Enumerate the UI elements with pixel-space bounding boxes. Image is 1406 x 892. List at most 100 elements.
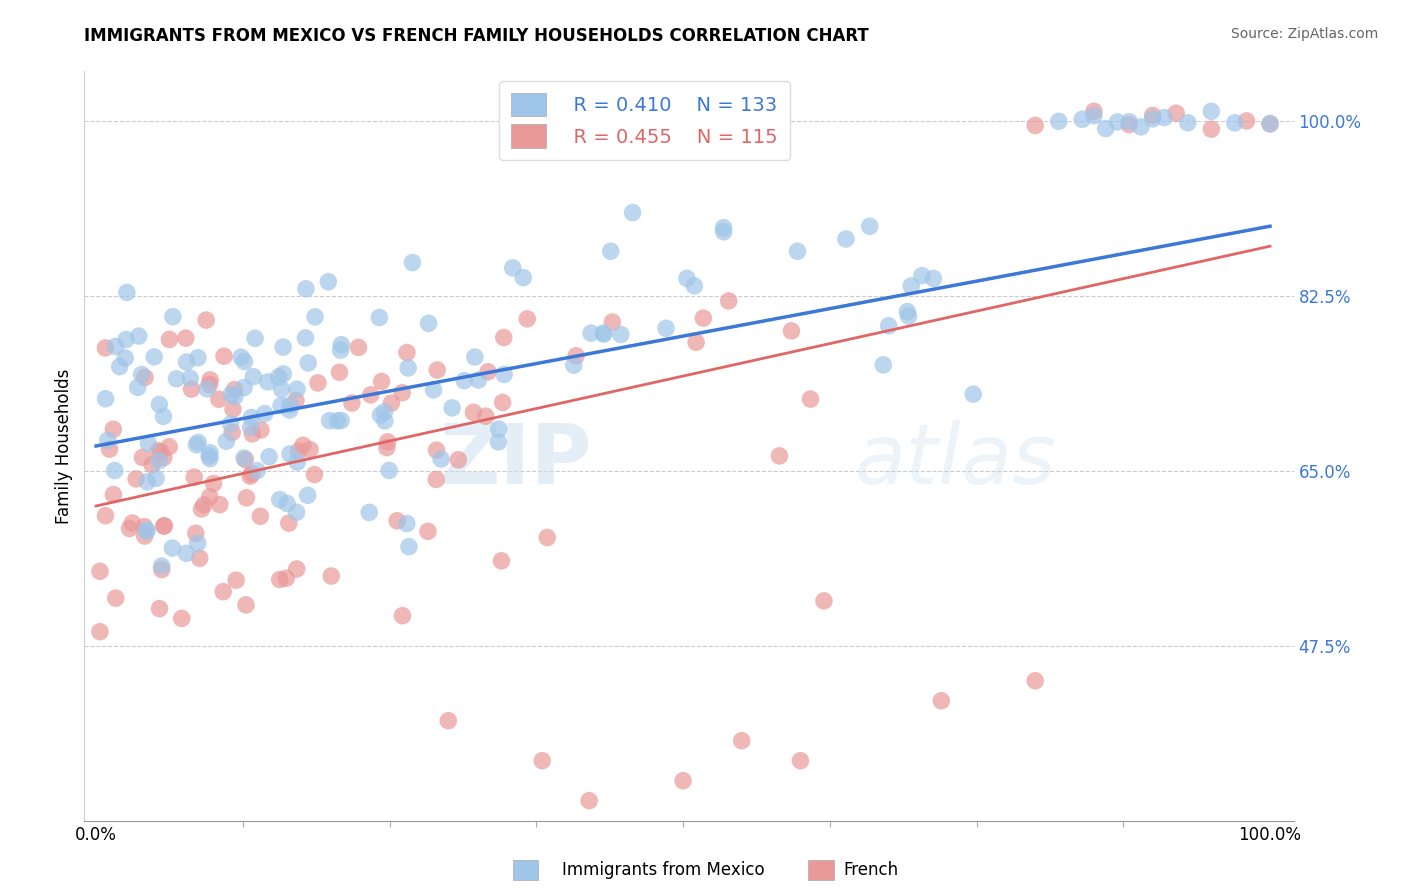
Point: [370, 375, 392, 389]
Point: [1223, 116, 1246, 130]
Point: [488, 422, 510, 436]
Point: [104, 591, 127, 606]
Point: [235, 491, 257, 505]
Point: [287, 444, 309, 458]
Point: [135, 524, 157, 538]
Point: [148, 397, 170, 411]
Point: [176, 546, 198, 560]
Point: [243, 331, 266, 345]
Point: [198, 377, 221, 392]
Point: [713, 220, 735, 235]
Point: [224, 383, 246, 397]
Point: [250, 423, 273, 437]
Y-axis label: Family Households: Family Households: [55, 368, 73, 524]
Point: [385, 514, 408, 528]
Point: [1094, 121, 1116, 136]
Point: [94, 508, 117, 523]
Point: [396, 360, 419, 375]
Point: [143, 350, 166, 364]
Point: [1153, 111, 1175, 125]
Point: [239, 420, 262, 434]
Point: [152, 519, 174, 533]
Point: [685, 335, 707, 350]
Point: [321, 569, 343, 583]
Point: [134, 529, 156, 543]
Point: [494, 368, 516, 382]
Point: [1083, 109, 1105, 123]
Point: [398, 540, 420, 554]
Point: [295, 282, 318, 296]
Point: [340, 396, 363, 410]
Point: [1024, 673, 1046, 688]
Point: [187, 435, 209, 450]
Point: [276, 496, 298, 510]
Point: [134, 370, 156, 384]
Point: [284, 393, 307, 408]
Point: [536, 531, 558, 545]
Point: [148, 601, 170, 615]
Point: [422, 383, 444, 397]
Point: [235, 452, 257, 467]
Point: [269, 573, 291, 587]
Point: [299, 442, 322, 457]
Point: [464, 350, 486, 364]
Point: [328, 365, 350, 379]
Point: [502, 260, 524, 275]
Point: [453, 374, 475, 388]
Point: [125, 472, 148, 486]
Point: [285, 455, 308, 469]
Point: [877, 318, 900, 333]
Point: [789, 754, 811, 768]
Point: [239, 469, 262, 483]
Point: [488, 434, 510, 449]
Point: [179, 371, 201, 385]
Point: [285, 382, 308, 396]
Point: [672, 773, 695, 788]
Point: [294, 331, 316, 345]
Point: [962, 387, 984, 401]
Point: [148, 453, 170, 467]
Point: [1258, 117, 1281, 131]
Point: [416, 524, 439, 539]
Point: [138, 436, 160, 450]
Point: [347, 340, 370, 354]
Point: [330, 337, 353, 351]
Point: [150, 562, 173, 576]
Point: [375, 441, 398, 455]
Point: [198, 451, 221, 466]
Text: Immigrants from Mexico: Immigrants from Mexico: [562, 861, 765, 879]
Point: [174, 331, 197, 345]
Point: [492, 330, 515, 344]
Point: [378, 463, 401, 477]
Point: [359, 505, 381, 519]
Point: [1107, 115, 1129, 129]
Point: [188, 551, 211, 566]
Point: [463, 405, 485, 419]
Point: [780, 324, 803, 338]
Point: [1047, 114, 1070, 128]
Point: [198, 490, 221, 504]
Point: [253, 407, 276, 421]
Point: [219, 387, 242, 401]
Point: [374, 414, 396, 428]
Point: [219, 417, 242, 431]
Point: [103, 487, 125, 501]
Point: [257, 450, 280, 464]
Point: [222, 402, 245, 417]
Point: [212, 584, 235, 599]
Point: [128, 329, 150, 343]
Point: [859, 219, 882, 234]
Point: [225, 573, 247, 587]
Legend:   R = 0.410    N = 133,   R = 0.455    N = 115: R = 0.410 N = 133, R = 0.455 N = 115: [499, 81, 790, 160]
Point: [231, 350, 253, 364]
Point: [512, 270, 534, 285]
Point: [89, 564, 111, 578]
Point: [98, 442, 121, 457]
Point: [149, 444, 172, 458]
Point: [198, 446, 221, 460]
Point: [270, 399, 292, 413]
Point: [1024, 119, 1046, 133]
Point: [441, 401, 464, 415]
Point: [249, 509, 271, 524]
Point: [297, 356, 319, 370]
